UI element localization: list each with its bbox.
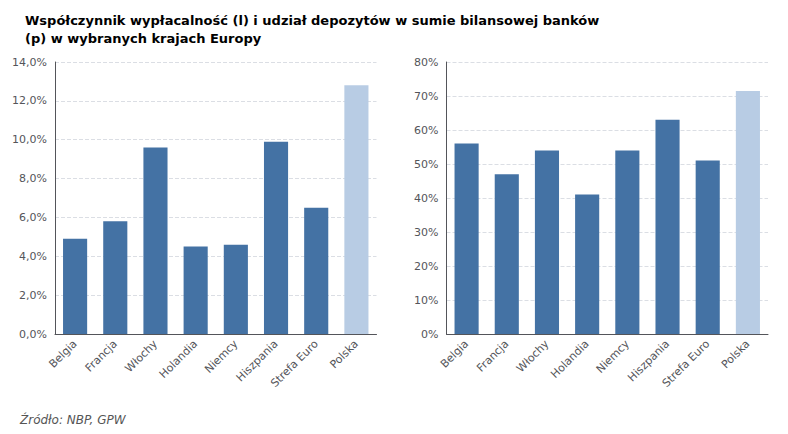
svg-text:2,0%: 2,0% bbox=[19, 289, 47, 302]
svg-text:0%: 0% bbox=[421, 328, 438, 341]
svg-text:80%: 80% bbox=[414, 56, 438, 69]
svg-text:12,0%: 12,0% bbox=[12, 94, 47, 107]
svg-text:Belgia: Belgia bbox=[438, 337, 471, 370]
svg-text:14,0%: 14,0% bbox=[12, 56, 47, 69]
svg-text:10%: 10% bbox=[414, 294, 438, 307]
svg-text:Współczynnik wypłacalność (l): Współczynnik wypłacalność (l) i udział d… bbox=[25, 13, 599, 28]
svg-text:40%: 40% bbox=[414, 192, 438, 205]
svg-text:Strefa Euro: Strefa Euro bbox=[268, 337, 321, 390]
svg-text:Hiszpania: Hiszpania bbox=[233, 337, 281, 385]
svg-text:Niemcy: Niemcy bbox=[202, 337, 241, 376]
svg-text:30%: 30% bbox=[414, 226, 438, 239]
svg-text:Holandia: Holandia bbox=[548, 337, 591, 380]
svg-text:Holandia: Holandia bbox=[157, 337, 200, 380]
svg-text:4,0%: 4,0% bbox=[19, 250, 47, 263]
svg-text:Strefa Euro: Strefa Euro bbox=[660, 337, 713, 390]
svg-text:Hiszpania: Hiszpania bbox=[625, 337, 673, 385]
svg-text:50%: 50% bbox=[414, 158, 438, 171]
svg-text:6,0%: 6,0% bbox=[19, 211, 47, 224]
svg-text:Francja: Francja bbox=[474, 337, 511, 374]
svg-text:20%: 20% bbox=[414, 260, 438, 273]
svg-text:Polska: Polska bbox=[327, 337, 361, 371]
svg-text:Włochy: Włochy bbox=[514, 337, 552, 375]
svg-text:Francja: Francja bbox=[83, 337, 120, 374]
svg-text:60%: 60% bbox=[414, 124, 438, 137]
svg-text:Włochy: Włochy bbox=[122, 337, 160, 375]
svg-text:Niemcy: Niemcy bbox=[594, 337, 633, 376]
svg-text:Belgia: Belgia bbox=[46, 337, 79, 370]
svg-text:70%: 70% bbox=[414, 90, 438, 103]
svg-text:(p) w wybranych krajach Europy: (p) w wybranych krajach Europy bbox=[25, 31, 262, 46]
svg-text:Źródło: NBP, GPW: Źródło: NBP, GPW bbox=[19, 412, 127, 427]
svg-text:Polska: Polska bbox=[719, 337, 753, 371]
svg-text:0,0%: 0,0% bbox=[19, 328, 47, 341]
svg-text:8,0%: 8,0% bbox=[19, 172, 47, 185]
svg-text:10,0%: 10,0% bbox=[12, 133, 47, 146]
